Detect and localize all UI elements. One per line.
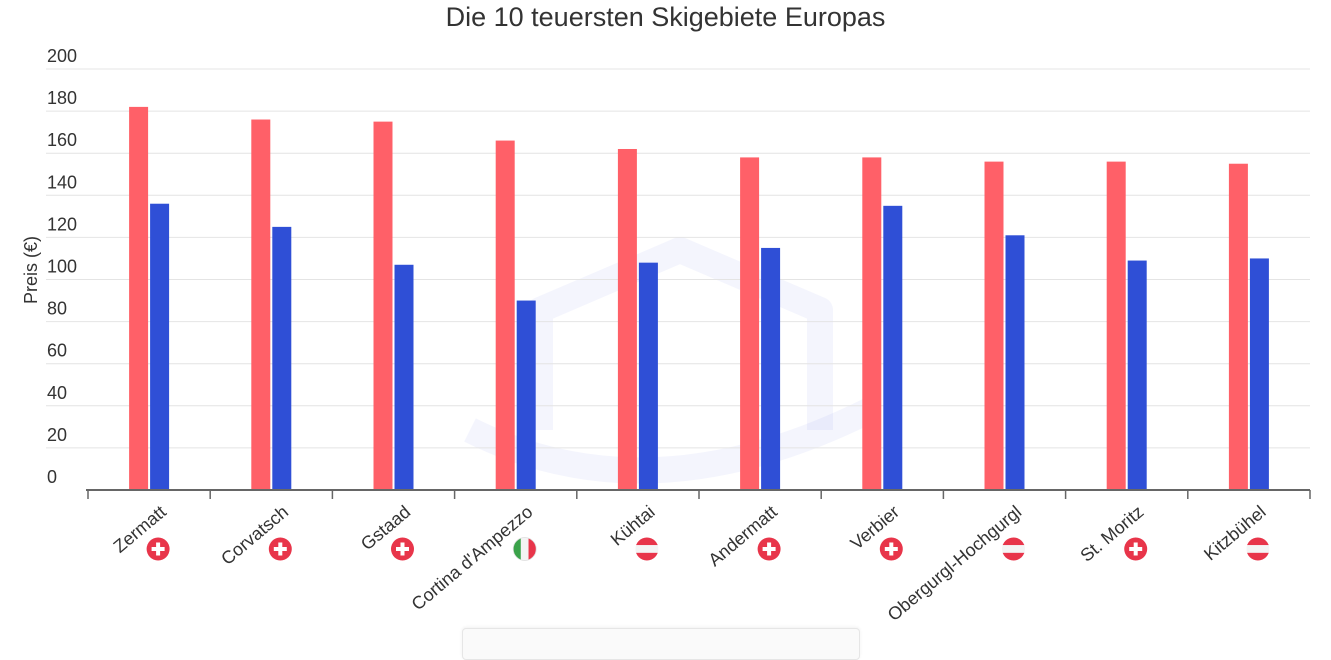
y-tick-label: 100 (47, 257, 77, 277)
bar-series-2 (1127, 260, 1147, 490)
bar-series-1 (1106, 161, 1126, 490)
y-tick-label: 20 (47, 425, 67, 445)
y-tick-label: 0 (47, 467, 57, 487)
bar-series-1 (862, 157, 882, 490)
bar-series-1 (373, 121, 393, 490)
bar-series-2 (516, 300, 536, 490)
austria-flag-icon (635, 537, 659, 561)
y-tick-label: 160 (47, 130, 77, 150)
bar-series-2 (883, 205, 903, 490)
bar-series-2 (150, 203, 170, 490)
y-tick-label: 40 (47, 383, 67, 403)
y-axis-label: Preis (€) (21, 236, 41, 304)
bar-series-1 (129, 106, 149, 490)
bar-series-1 (495, 140, 515, 490)
bars (129, 106, 1269, 491)
italy-flag-icon (512, 537, 537, 561)
y-tick-label: 60 (47, 341, 67, 361)
bar-series-2 (272, 226, 292, 490)
bar-series-1 (984, 161, 1004, 490)
bar-series-2 (638, 262, 658, 490)
switzerland-flag-icon (879, 537, 903, 561)
x-tick-label: Obergurgl-Hochgurgl (884, 502, 1026, 625)
bar-series-2 (394, 264, 414, 490)
bar-series-2 (1005, 235, 1025, 490)
bar-series-1 (1228, 163, 1248, 490)
switzerland-flag-icon (268, 537, 292, 561)
bar-series-2 (1249, 258, 1269, 490)
y-tick-label: 140 (47, 172, 77, 192)
y-tick-label: 180 (47, 88, 77, 108)
bar-series-1 (617, 148, 637, 491)
y-axis-ticks: 0 20 40 60 80 100 120 140 160 180 200 (47, 46, 77, 487)
x-axis-ticks (87, 490, 1311, 499)
bar-series-1 (740, 157, 760, 490)
y-tick-label: 200 (47, 46, 77, 66)
switzerland-flag-icon (1124, 537, 1148, 561)
bar-series-1 (251, 119, 271, 491)
y-tick-label: 120 (47, 214, 77, 234)
chart-title: Die 10 teuersten Skigebiete Europas (445, 2, 886, 32)
bar-series-2 (761, 247, 781, 490)
switzerland-flag-icon (757, 537, 781, 561)
switzerland-flag-icon (146, 537, 170, 561)
country-flags (146, 537, 1270, 561)
austria-flag-icon (1002, 537, 1025, 561)
y-tick-label: 80 (47, 299, 67, 319)
switzerland-flag-icon (391, 537, 414, 561)
legend-panel (462, 628, 860, 660)
austria-flag-icon (1246, 537, 1270, 561)
